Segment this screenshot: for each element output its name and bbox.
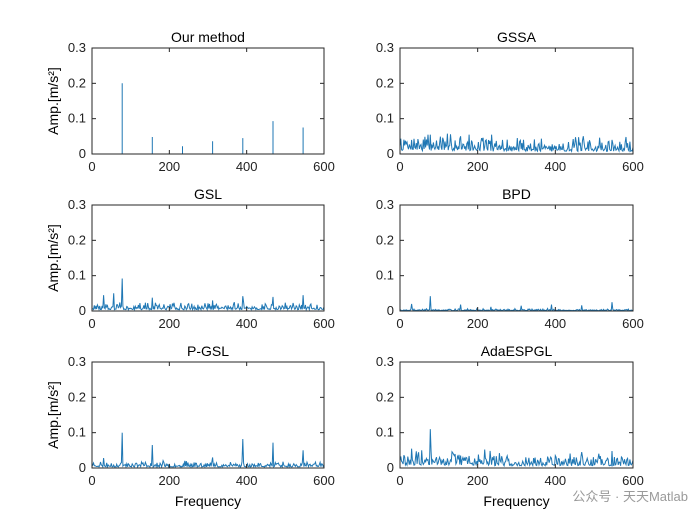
spectrum-series-line [91, 432, 325, 469]
x-tick-label: 0 [396, 316, 403, 331]
x-tick-label: 400 [236, 473, 258, 488]
x-tick-label: 400 [236, 316, 258, 331]
x-tick-label: 600 [622, 473, 644, 488]
subplot-4: BPD 0 0.1 0.2 0.3 0 200 400 600 [376, 186, 644, 331]
axes-box [91, 204, 325, 312]
x-tick-label: 400 [544, 473, 566, 488]
y-tick-label: 0.3 [376, 354, 394, 369]
y-tick-label: 0.1 [376, 111, 394, 126]
y-tick-label: 0.2 [376, 389, 394, 404]
x-tick-label: 600 [313, 316, 335, 331]
y-tick-label: 0.3 [68, 197, 86, 212]
y-tick-label: 0.2 [68, 75, 86, 90]
subplot-6: AdaESPGL 0 0.1 0.2 0.3 0 200 400 600 Frequency [376, 343, 644, 509]
x-tick-label: 600 [622, 159, 644, 174]
y-tick-label: 0 [387, 146, 394, 161]
y-tick-label: 0 [79, 146, 86, 161]
y-tick-label: 0.3 [68, 354, 86, 369]
x-axis-label: Frequency [175, 493, 241, 509]
y-tick-label: 0 [79, 303, 86, 318]
x-tick-label: 600 [313, 159, 335, 174]
y-tick-label: 0.1 [376, 268, 394, 283]
spectrum-series-line [399, 429, 634, 468]
subplot-1: Our method 0 0.1 0.2 0.3 0 200 400 600 Amp.[m/s²] [45, 29, 335, 174]
x-tick-label: 0 [88, 316, 95, 331]
x-tick-label: 0 [88, 159, 95, 174]
x-tick-label: 600 [313, 473, 335, 488]
y-tick-label: 0.2 [68, 232, 86, 247]
y-tick-label: 0.1 [68, 111, 86, 126]
y-tick-label: 0.3 [376, 197, 394, 212]
x-tick-label: 0 [396, 159, 403, 174]
x-tick-label: 0 [88, 473, 95, 488]
axes-box [399, 47, 634, 155]
axes-box [91, 47, 325, 155]
x-axis-label: Frequency [483, 493, 549, 509]
subplot-2: GSSA 0 0.1 0.2 0.3 0 200 400 600 [376, 29, 644, 174]
x-tick-label: 200 [467, 316, 489, 331]
y-axis-label: Amp.[m/s²] [45, 67, 61, 135]
spectrum-series-line [91, 278, 325, 312]
x-tick-label: 600 [622, 316, 644, 331]
subplot-title: P-GSL [187, 343, 229, 359]
x-tick-label: 400 [236, 159, 258, 174]
subplot-title: BPD [502, 186, 531, 202]
y-tick-label: 0.2 [68, 389, 86, 404]
axes-box [399, 361, 634, 469]
x-tick-label: 200 [467, 159, 489, 174]
subplot-5: P-GSL 0 0.1 0.2 0.3 0 200 400 600 Amp.[m/s²] Frequ… [45, 343, 335, 509]
watermark-text: 公众号 · 天天Matlab [572, 489, 688, 504]
spectrum-series-line [399, 296, 634, 312]
axes-box [91, 361, 325, 469]
x-tick-label: 200 [158, 473, 180, 488]
x-tick-label: 200 [158, 316, 180, 331]
y-tick-label: 0.2 [376, 232, 394, 247]
y-tick-label: 0.2 [376, 75, 394, 90]
y-axis-label: Amp.[m/s²] [45, 224, 61, 292]
y-tick-label: 0.3 [376, 40, 394, 55]
y-axis-label: Amp.[m/s²] [45, 381, 61, 449]
spectrum-series-line [121, 83, 304, 154]
x-tick-label: 400 [544, 159, 566, 174]
x-tick-label: 0 [396, 473, 403, 488]
subplot-title: GSSA [497, 29, 537, 45]
x-tick-label: 200 [158, 159, 180, 174]
y-tick-label: 0.3 [68, 40, 86, 55]
spectrum-series-line [399, 133, 634, 153]
y-tick-label: 0 [79, 460, 86, 475]
y-tick-label: 0.1 [376, 425, 394, 440]
y-tick-label: 0 [387, 460, 394, 475]
subplot-3: GSL 0 0.1 0.2 0.3 0 200 400 600 Amp.[m/s²] [45, 186, 335, 331]
subplot-title: Our method [171, 29, 245, 45]
x-tick-label: 400 [544, 316, 566, 331]
y-tick-label: 0.1 [68, 425, 86, 440]
subplot-title: AdaESPGL [481, 343, 553, 359]
y-tick-label: 0.1 [68, 268, 86, 283]
axes-box [399, 204, 634, 312]
subplot-title: GSL [194, 186, 222, 202]
y-tick-label: 0 [387, 303, 394, 318]
x-tick-label: 200 [467, 473, 489, 488]
